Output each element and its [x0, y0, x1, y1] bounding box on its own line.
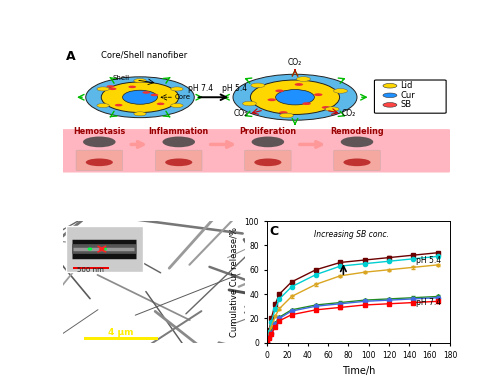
FancyBboxPatch shape [60, 129, 450, 172]
Circle shape [251, 83, 265, 88]
Ellipse shape [276, 90, 314, 105]
Text: Core: Core [175, 94, 191, 99]
Circle shape [296, 77, 310, 81]
Text: CO₂: CO₂ [234, 109, 248, 118]
Circle shape [170, 104, 183, 107]
Circle shape [134, 79, 146, 83]
Text: 500 nm: 500 nm [78, 268, 104, 273]
Circle shape [97, 104, 110, 107]
Circle shape [340, 137, 374, 147]
Ellipse shape [254, 159, 281, 166]
Text: C: C [269, 225, 278, 238]
Text: 4 μm: 4 μm [108, 328, 134, 337]
Circle shape [142, 91, 150, 94]
Circle shape [156, 102, 164, 105]
Text: Remodeling: Remodeling [330, 127, 384, 136]
Circle shape [383, 102, 397, 107]
Text: Inflammation: Inflammation [148, 127, 209, 136]
Text: Core/Shell nanofiber: Core/Shell nanofiber [101, 50, 187, 59]
Text: A: A [66, 50, 76, 63]
Bar [84, 337, 158, 340]
Circle shape [128, 85, 136, 88]
Circle shape [322, 106, 330, 109]
Circle shape [88, 248, 92, 251]
FancyBboxPatch shape [76, 150, 122, 171]
Circle shape [268, 99, 276, 101]
Bar [72, 267, 109, 269]
Circle shape [83, 137, 116, 147]
Circle shape [383, 84, 397, 88]
Ellipse shape [233, 74, 357, 120]
Text: CO₂: CO₂ [342, 109, 356, 118]
FancyBboxPatch shape [374, 80, 446, 113]
Circle shape [115, 104, 122, 106]
Ellipse shape [250, 80, 340, 114]
Ellipse shape [86, 77, 194, 118]
Circle shape [102, 248, 107, 251]
Text: SB: SB [400, 100, 411, 109]
FancyBboxPatch shape [156, 150, 202, 171]
FancyBboxPatch shape [334, 150, 380, 171]
Ellipse shape [165, 159, 192, 166]
X-axis label: Time/h: Time/h [342, 365, 376, 375]
Text: pH 7.4: pH 7.4 [188, 84, 212, 94]
Text: B: B [66, 225, 76, 238]
Circle shape [279, 111, 287, 114]
Text: pH 5.4: pH 5.4 [416, 256, 441, 264]
Ellipse shape [122, 90, 158, 104]
Circle shape [242, 101, 256, 106]
Circle shape [325, 107, 339, 111]
Text: pH 5.4: pH 5.4 [222, 84, 248, 94]
Text: Shell: Shell [112, 75, 129, 81]
Ellipse shape [86, 159, 113, 166]
Text: Hemostasis: Hemostasis [73, 127, 126, 136]
Circle shape [383, 93, 397, 98]
Ellipse shape [101, 82, 179, 112]
Circle shape [106, 85, 114, 88]
Circle shape [314, 93, 322, 96]
Circle shape [334, 89, 347, 93]
Circle shape [275, 89, 284, 92]
Circle shape [252, 137, 284, 147]
Circle shape [280, 113, 293, 118]
Text: Increasing SB conc.: Increasing SB conc. [314, 230, 389, 239]
Text: pH 7.4: pH 7.4 [416, 298, 441, 307]
Circle shape [302, 102, 311, 105]
Circle shape [97, 87, 110, 91]
Text: Cur: Cur [400, 91, 415, 100]
Circle shape [108, 87, 116, 90]
Circle shape [134, 112, 146, 116]
Circle shape [294, 83, 303, 86]
Bar [66, 226, 143, 272]
Text: CO₂: CO₂ [288, 58, 302, 67]
Text: Lid: Lid [400, 81, 413, 90]
Y-axis label: Cumulative Cur release/%: Cumulative Cur release/% [230, 227, 239, 337]
Circle shape [162, 137, 195, 147]
Circle shape [170, 87, 183, 91]
Ellipse shape [344, 159, 370, 166]
Text: Proliferation: Proliferation [240, 127, 296, 136]
FancyBboxPatch shape [244, 150, 291, 171]
Circle shape [150, 94, 158, 96]
